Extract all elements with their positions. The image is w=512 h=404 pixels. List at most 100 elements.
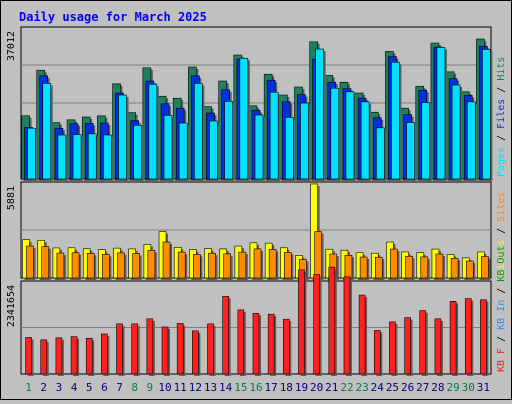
legend-item: Sites xyxy=(496,192,507,222)
kbf-bar xyxy=(85,337,93,375)
sites-bar xyxy=(132,253,141,279)
pages-bar xyxy=(360,101,370,180)
kbf-bar xyxy=(328,266,336,375)
pages-bar xyxy=(178,122,188,180)
sites-bar xyxy=(374,256,383,279)
sites-bar xyxy=(56,252,65,279)
sites-bar xyxy=(435,253,444,279)
day-label: 30 xyxy=(462,381,475,394)
sites-bar xyxy=(420,256,429,279)
day-label: 13 xyxy=(204,381,217,394)
ymax-label-3: 2341654 xyxy=(6,285,17,327)
day-label: 25 xyxy=(386,381,399,394)
kbf-bar xyxy=(192,330,199,375)
sites-bar xyxy=(71,252,80,279)
kbf-bar xyxy=(176,323,184,375)
sites-bar xyxy=(102,254,110,279)
sites-bar xyxy=(268,249,277,279)
sites-bar xyxy=(405,255,413,279)
pages-bar xyxy=(391,61,400,180)
kbf-bar xyxy=(161,326,169,375)
pages-bar xyxy=(72,134,82,180)
legend-1: Pages / Files / Hits xyxy=(496,57,507,177)
sites-bar xyxy=(208,252,216,279)
legend-separator: / xyxy=(496,81,507,99)
kbf-bar xyxy=(343,276,351,375)
pages-bar xyxy=(285,117,294,180)
day-label: 22 xyxy=(340,381,353,394)
sites-bar xyxy=(253,248,262,279)
chart-title: Daily usage for March 2025 xyxy=(19,10,207,24)
pages-bar xyxy=(163,115,173,180)
kbf-bar xyxy=(298,269,305,375)
sites-bar xyxy=(86,253,95,279)
pages-bar xyxy=(27,127,36,180)
day-label: 1 xyxy=(25,381,32,394)
pages-bar xyxy=(148,83,158,180)
pages-bar xyxy=(315,48,324,180)
day-label: 11 xyxy=(174,381,187,394)
kbf-bar xyxy=(40,339,48,375)
kbf-bar xyxy=(237,309,245,375)
pages-bar xyxy=(375,127,385,180)
day-label: 8 xyxy=(131,381,138,394)
kbf-bar xyxy=(449,301,457,375)
legend-separator: / xyxy=(496,282,507,300)
day-label: 27 xyxy=(416,381,429,394)
kbf-bar xyxy=(283,318,290,375)
legend-item: Files xyxy=(496,99,507,129)
pages-bar xyxy=(269,91,279,180)
pages-bar xyxy=(451,84,461,180)
legend-item: Hits xyxy=(496,57,507,81)
legend-separator: / xyxy=(496,129,507,147)
day-label: 15 xyxy=(234,381,247,394)
day-label: 3 xyxy=(56,381,63,394)
kbf-bar xyxy=(480,299,487,375)
day-label: 4 xyxy=(71,381,78,394)
day-label: 12 xyxy=(189,381,202,394)
pages-bar xyxy=(254,114,264,180)
sites-bar xyxy=(147,250,156,279)
pages-bar xyxy=(482,49,491,180)
day-label: 24 xyxy=(371,381,385,394)
legend-separator: / xyxy=(496,330,507,348)
sites-bar xyxy=(177,251,186,279)
day-label: 5 xyxy=(86,381,93,394)
pages-bar xyxy=(466,101,476,180)
day-label: 26 xyxy=(401,381,414,394)
sites-bar xyxy=(465,260,474,279)
ymax-label-1: 37012 xyxy=(6,31,17,61)
kbf-bar xyxy=(464,298,472,375)
sites-bar xyxy=(481,256,489,279)
ymax-label-2: 5881 xyxy=(6,186,17,210)
pages-bar xyxy=(300,102,309,180)
day-label: 14 xyxy=(219,381,233,394)
day-label: 18 xyxy=(280,381,293,394)
kbf-bar xyxy=(373,330,381,375)
legend-2: Visits / Sites xyxy=(496,192,507,276)
day-label: 16 xyxy=(249,381,262,394)
kbf-bar xyxy=(70,336,78,375)
sites-bar xyxy=(26,245,34,279)
day-label: 17 xyxy=(265,381,278,394)
kbf-bar xyxy=(389,321,396,375)
pages-bar xyxy=(103,134,112,180)
sites-bar xyxy=(193,254,201,279)
sites-bar xyxy=(344,255,353,279)
sites-bar xyxy=(314,231,322,279)
pages-bar xyxy=(224,101,233,180)
legend-3: KB F / KB In / KB Out xyxy=(496,246,507,372)
pages-bar xyxy=(118,94,127,180)
kbf-bar xyxy=(55,337,63,375)
pages-bar xyxy=(436,47,446,180)
pages-bar xyxy=(87,133,97,180)
day-label: 31 xyxy=(477,381,490,394)
day-label: 23 xyxy=(356,381,369,394)
kbf-bar xyxy=(146,318,154,375)
kbf-bar xyxy=(131,323,139,375)
day-label: 6 xyxy=(101,381,108,394)
kbf-bar xyxy=(207,323,214,375)
sites-bar xyxy=(162,241,171,279)
